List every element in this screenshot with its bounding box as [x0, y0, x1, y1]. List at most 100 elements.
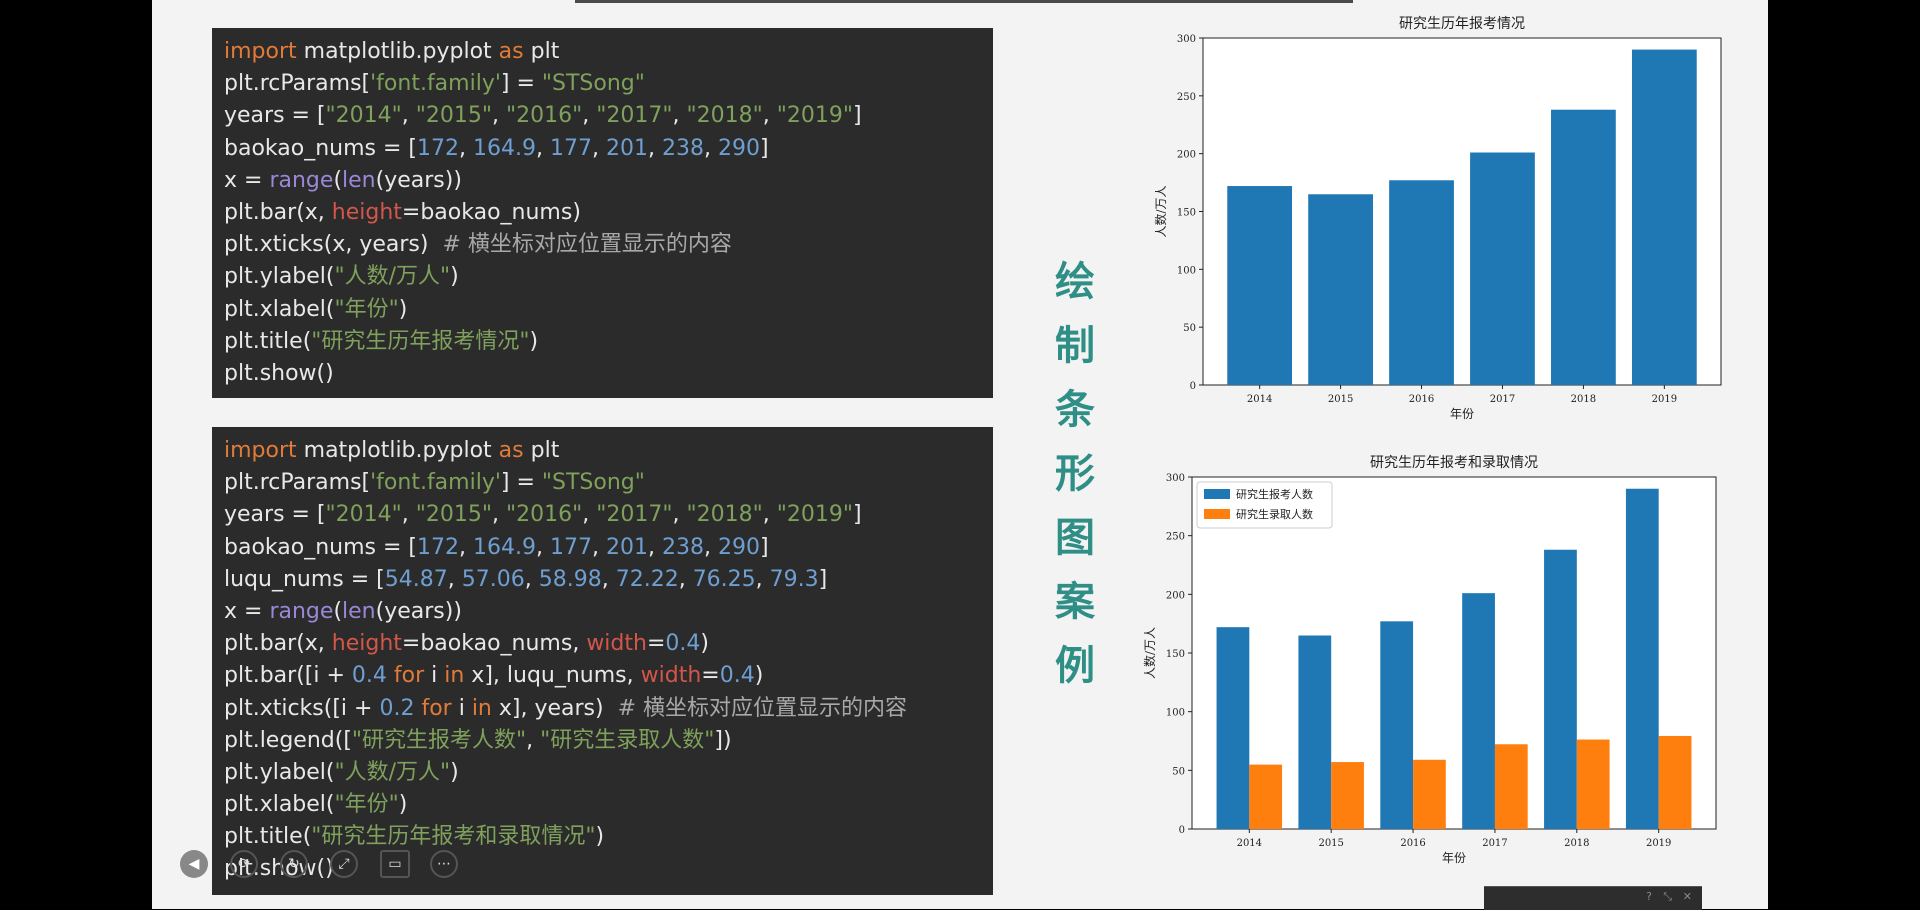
y-tick-label: 100	[1177, 265, 1196, 276]
y-tick-label: 100	[1166, 708, 1185, 719]
code-token: =	[701, 663, 720, 689]
code-token: 76.25	[692, 566, 756, 592]
code-line: import matplotlib.pyplot as plt	[224, 36, 981, 68]
code-token: x =	[224, 167, 270, 193]
code-token: plt	[523, 39, 560, 64]
code-token: "研究生历年报考和录取情况"	[311, 824, 596, 850]
code-line: baokao_nums = [172, 164.9, 177, 201, 238…	[224, 532, 981, 564]
code-token: "2014"	[325, 103, 402, 129]
bar	[1470, 152, 1535, 385]
code-token: ,	[401, 502, 416, 528]
y-tick-label: 0	[1179, 825, 1185, 836]
code-token: height	[331, 199, 402, 225]
code-token: 201	[605, 135, 648, 161]
code-token: plt.show()	[224, 360, 334, 386]
code-token: ,	[591, 534, 606, 560]
chart-svg: 研究生历年报考情况 0 50 100 150 200 250 300 2014 2015 2016 2…	[1153, 16, 1722, 421]
code-line: x = range(len(years))	[224, 596, 981, 628]
code-token: )	[450, 264, 459, 290]
code-token: (years))	[375, 167, 462, 193]
slide-heading-char: 例	[1055, 643, 1095, 689]
code-token: "2015"	[415, 502, 493, 528]
code-token: # 横坐标对应位置显示的内容	[442, 232, 732, 258]
code-token: "2017"	[596, 502, 673, 528]
code-token: 72.22	[615, 566, 679, 592]
redo-icon[interactable]: ↻	[280, 850, 308, 878]
y-tick-label: 300	[1177, 34, 1196, 45]
code-token: range	[269, 598, 334, 624]
code-token: ,	[672, 103, 687, 129]
code-token: 164.9	[472, 135, 536, 161]
legend-box	[1196, 481, 1333, 529]
bar	[1658, 735, 1692, 829]
code-token: ])	[714, 727, 732, 753]
back-icon[interactable]: ◀	[180, 850, 208, 878]
code-token: ,	[755, 566, 770, 592]
code-token: ,	[524, 566, 539, 592]
bar	[1625, 488, 1659, 829]
bar	[1576, 739, 1610, 829]
code-token: matplotlib.pyplot	[296, 39, 499, 64]
slide-heading-char: 绘	[1055, 259, 1095, 305]
more-icon[interactable]: ⋯	[430, 850, 458, 878]
code-token: plt.xticks(x, years)	[224, 232, 443, 258]
code-line: plt.legend(["研究生报考人数", "研究生录取人数"])	[224, 725, 981, 757]
code-line: plt.bar(x, height=baokao_nums)	[224, 197, 981, 229]
code-token: height	[331, 631, 402, 657]
code-token: (years))	[375, 598, 462, 624]
code-token: )	[398, 296, 408, 322]
code-token: "STSong"	[541, 71, 645, 97]
code-token: (	[333, 598, 343, 624]
code-token: in	[444, 663, 465, 689]
bar	[1389, 180, 1454, 385]
code-token: 0.4	[665, 631, 701, 657]
y-tick-label: 250	[1177, 92, 1196, 103]
code-line: plt.xlabel("年份")	[224, 789, 981, 821]
x-tick-label: 2016	[1409, 394, 1434, 405]
code-line: plt.xticks([i + 0.2 for i in x], years) …	[224, 693, 981, 725]
expand-icon[interactable]: ⤢	[330, 850, 358, 878]
top-divider	[575, 0, 1353, 3]
code-token: ,	[647, 534, 662, 560]
code-token: 177	[549, 534, 592, 560]
code-token: plt	[523, 438, 560, 463]
resize-icon[interactable]: ⤡	[1663, 890, 1672, 903]
y-tick-label: 150	[1177, 208, 1196, 219]
code-token: x =	[224, 598, 270, 624]
code-token: "2015"	[415, 103, 493, 129]
code-token: "研究生报考人数"	[351, 727, 527, 753]
slide-heading-char: 形	[1055, 451, 1095, 497]
code-line: plt.rcParams['font.family'] = "STSong"	[224, 467, 981, 499]
bar	[1544, 549, 1577, 829]
bar	[1462, 593, 1495, 829]
y-tick-label: 250	[1166, 532, 1185, 543]
x-tick-label: 2018	[1571, 394, 1596, 405]
code-token: "2018"	[686, 502, 763, 528]
code-token: len	[342, 598, 376, 624]
legend-swatch	[1204, 489, 1230, 499]
bar	[1227, 186, 1293, 385]
code-token: i	[424, 663, 445, 689]
code-token: i	[451, 695, 472, 721]
y-tick-label: 200	[1177, 150, 1196, 161]
camera-icon[interactable]: ▭	[380, 850, 410, 878]
close-icon[interactable]: ✕	[1682, 890, 1692, 903]
x-tick-label: 2014	[1247, 394, 1272, 405]
code-block-grouped-bar: import matplotlib.pyplot as plt plt.rcPar…	[212, 427, 993, 895]
slide-heading-char: 案	[1055, 579, 1095, 625]
code-token: 'font.family'	[370, 71, 501, 97]
y-tick-label: 150	[1166, 649, 1185, 660]
code-token: )	[450, 759, 459, 785]
code-token: ,	[601, 566, 616, 592]
code-token: 54.87	[384, 566, 448, 592]
code-token: 290	[717, 135, 760, 161]
bar	[1249, 764, 1283, 829]
code-token: import	[224, 438, 297, 463]
legend-label: 研究生报考人数	[1236, 487, 1313, 501]
code-token: 290	[717, 534, 760, 560]
code-line: plt.ylabel("人数/万人")	[224, 261, 981, 293]
help-icon[interactable]: ?	[1646, 890, 1652, 903]
x-tick-label: 2019	[1652, 394, 1677, 405]
loop-icon[interactable]: ⟳	[230, 850, 258, 878]
